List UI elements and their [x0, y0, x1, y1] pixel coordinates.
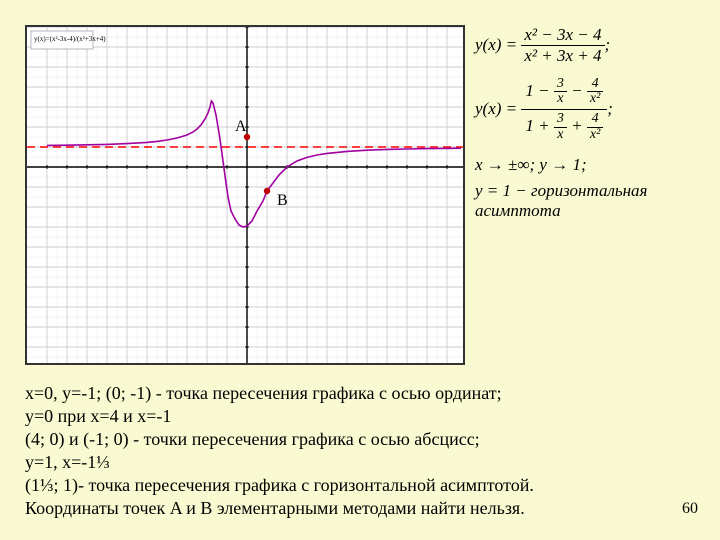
caption-line-5: (1⅓; 1)- точка пересечения графика с гор… [25, 474, 695, 497]
slide: { "chart": { "type": "line", "width": 43… [0, 0, 720, 540]
formula-2-lhs: y(x) = [475, 99, 517, 118]
formula-1: y(x) = x² − 3x − 4 x² + 3x + 4 ; [475, 25, 710, 67]
chart-plot: A By(x)=(x²-3x-4)/(x²+3x+4) [27, 27, 463, 363]
formula-1-num: x² − 3x − 4 [521, 25, 604, 46]
formula-2: y(x) = 1 − 3x − 4x² 1 + 3x + 4x² ; [475, 75, 710, 145]
caption-line-4: y=1, x=-1⅓ [25, 451, 695, 474]
formula-4: y = 1 − горизонтальная асимптота [475, 181, 710, 222]
page-number: 60 [682, 500, 698, 518]
formula-1-lhs: y(x) = [475, 35, 517, 54]
caption-line-6: Координаты точек A и B элементарными мет… [25, 497, 695, 520]
formula-3: x → ±∞; y → 1; [475, 155, 710, 175]
formula-1-den: x² + 3x + 4 [521, 46, 604, 66]
caption-line-2: y=0 при x=4 и x=-1 [25, 405, 695, 428]
caption-line-3: (4; 0) и (-1; 0) - точки пересечения гра… [25, 428, 695, 451]
formula-2-frac: 1 − 3x − 4x² 1 + 3x + 4x² [521, 75, 607, 145]
formulas-block: y(x) = x² − 3x − 4 x² + 3x + 4 ; y(x) = … [475, 25, 710, 222]
svg-text:A: A [235, 118, 247, 135]
caption-line-1: x=0, y=-1; (0; -1) - точка пересечения г… [25, 382, 695, 405]
svg-text:B: B [277, 192, 288, 209]
formula-1-frac: x² − 3x − 4 x² + 3x + 4 [521, 25, 604, 67]
chart: A By(x)=(x²-3x-4)/(x²+3x+4) [25, 25, 465, 365]
svg-text:y(x)=(x²-3x-4)/(x²+3x+4): y(x)=(x²-3x-4)/(x²+3x+4) [34, 35, 106, 43]
caption-block: x=0, y=-1; (0; -1) - точка пересечения г… [25, 382, 695, 520]
